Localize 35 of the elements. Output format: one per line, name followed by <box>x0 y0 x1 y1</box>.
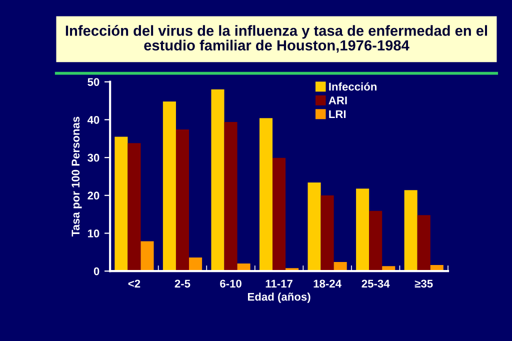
legend-label: Infección <box>329 82 376 91</box>
bar <box>128 143 141 272</box>
y-tick-label: 40 <box>87 116 100 124</box>
x-tick-label: 18-24 <box>314 280 342 288</box>
x-tick-label: 25-34 <box>362 280 390 288</box>
legend-label: LRI <box>329 110 346 118</box>
x-tick-label: 2-5 <box>174 280 190 288</box>
bar <box>259 118 273 272</box>
x-tick-label: <2 <box>128 280 140 288</box>
bar <box>162 102 176 272</box>
bar <box>140 241 154 272</box>
y-axis-title: Tasa por 100 Personas <box>72 116 82 236</box>
x-tick-label: 6-10 <box>220 280 242 288</box>
bar <box>189 257 202 272</box>
x-axis-title: Edad (años) <box>248 292 310 303</box>
bar <box>211 89 224 272</box>
x-tick-label: 11-17 <box>266 280 292 288</box>
bar <box>417 215 430 272</box>
y-tick-label: 0 <box>94 267 100 276</box>
x-tick-label: ≥35 <box>414 280 433 288</box>
bar <box>320 195 334 272</box>
bar <box>176 130 190 272</box>
bar <box>356 188 370 272</box>
bar <box>308 182 321 272</box>
y-tick-label: 30 <box>88 154 100 162</box>
bar <box>272 158 286 272</box>
bar <box>369 210 382 272</box>
bar <box>404 190 418 272</box>
y-tick-label: 10 <box>88 230 100 238</box>
bar <box>224 122 238 272</box>
y-tick-label: 50 <box>88 78 100 86</box>
legend-label: ARI <box>328 96 347 104</box>
y-tick-label: 20 <box>88 192 100 200</box>
chart-title: Infección del virus de la influenza y tasa de enfermedad en el estudio familiar de Houston,1976-1984 <box>66 25 487 53</box>
bar <box>114 136 128 272</box>
